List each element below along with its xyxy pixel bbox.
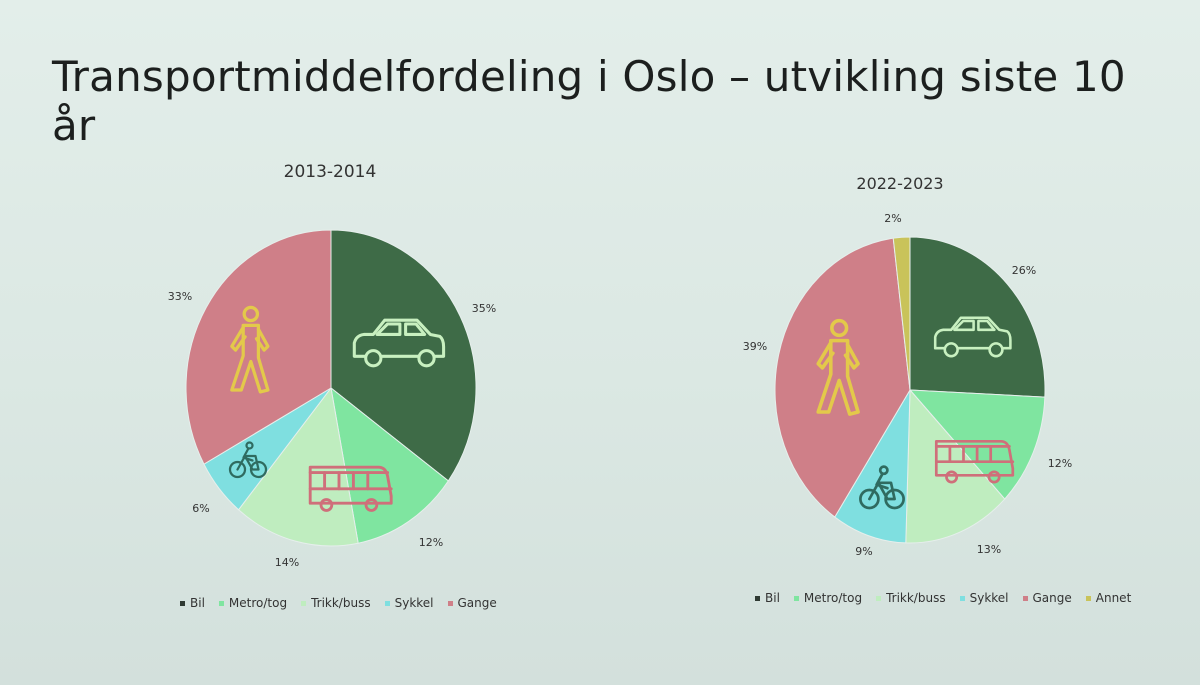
legend-2022-2023: Bil Metro/tog Trikk/buss Sykkel Gange Annet bbox=[755, 591, 1131, 605]
legend-swatch bbox=[218, 600, 224, 606]
legend-label: Bil bbox=[190, 596, 205, 610]
legend-item-sykkel: Sykkel bbox=[384, 596, 434, 610]
legend-item-gange: Gange bbox=[1022, 591, 1072, 605]
legend-item-bil: Bil bbox=[180, 596, 205, 610]
slice-label-sykkel: 9% bbox=[855, 545, 872, 558]
legend-item-trikk-buss: Trikk/buss bbox=[876, 591, 946, 605]
slice-label-metro-tog: 12% bbox=[419, 536, 443, 549]
legend-label: Trikk/buss bbox=[886, 591, 946, 605]
legend-label: Metro/tog bbox=[228, 596, 288, 610]
legend-swatch bbox=[793, 595, 799, 601]
pie-slice-gange bbox=[774, 237, 911, 518]
legend-label: Gange bbox=[1032, 591, 1072, 605]
pie-chart-2022-2023: 26% 12% 13% 9% 39% 2% bbox=[743, 212, 1072, 558]
legend-label: Sykkel bbox=[969, 591, 1009, 605]
legend-swatch bbox=[384, 600, 390, 606]
slide-title: Transportmiddelfordeling i Oslo – utvikl… bbox=[52, 52, 1126, 150]
pie-slice-sykkel bbox=[834, 388, 911, 544]
bus-icon bbox=[934, 439, 1015, 484]
legend-swatch bbox=[180, 600, 185, 606]
legend-item-gange: Gange bbox=[447, 596, 497, 610]
slice-label-gange: 39% bbox=[743, 340, 767, 353]
slice-label-gange: 33% bbox=[168, 290, 192, 303]
legend-label: Annet bbox=[1095, 591, 1132, 605]
pie-slice-annet bbox=[892, 236, 911, 391]
pie-slice-metro-tog bbox=[908, 389, 1046, 500]
legend-item-bil: Bil bbox=[755, 591, 780, 605]
chart-title-2013-2014: 2013-2014 bbox=[283, 162, 377, 182]
legend-swatch bbox=[447, 600, 453, 606]
slice-label-trikk-buss: 14% bbox=[275, 556, 299, 569]
legend-label: Sykkel bbox=[394, 596, 434, 610]
legend-swatch bbox=[959, 595, 965, 601]
bicycle-icon bbox=[228, 441, 268, 479]
legend-swatch bbox=[876, 595, 882, 601]
legend-item-metro-tog: Metro/tog bbox=[793, 591, 863, 605]
legend-swatch bbox=[755, 595, 760, 601]
legend-swatch bbox=[301, 600, 307, 606]
car-icon bbox=[352, 318, 446, 368]
legend-label: Gange bbox=[457, 596, 497, 610]
legend-label: Bil bbox=[765, 591, 780, 605]
slice-label-bil: 26% bbox=[1012, 264, 1036, 277]
legend-swatch bbox=[1022, 595, 1028, 601]
bus-icon bbox=[308, 465, 393, 512]
legend-2013-2014: Bil Metro/tog Trikk/buss Sykkel Gange bbox=[180, 596, 497, 610]
legend-swatch bbox=[1085, 595, 1091, 601]
legend-label: Metro/tog bbox=[803, 591, 863, 605]
slice-label-bil: 35% bbox=[472, 302, 496, 315]
walking-person-icon bbox=[816, 318, 860, 416]
slice-label-sykkel: 6% bbox=[192, 502, 209, 515]
chart-title-2022-2023: 2022-2023 bbox=[856, 174, 944, 193]
slice-label-metro-tog: 12% bbox=[1048, 457, 1072, 470]
legend-item-metro-tog: Metro/tog bbox=[218, 596, 288, 610]
pie-slice-trikk-buss bbox=[237, 386, 359, 547]
legend-label: Trikk/buss bbox=[311, 596, 371, 610]
legend-item-sykkel: Sykkel bbox=[959, 591, 1009, 605]
slice-label-trikk-buss: 13% bbox=[977, 543, 1001, 556]
legend-item-trikk-buss: Trikk/buss bbox=[301, 596, 371, 610]
legend-item-annet: Annet bbox=[1085, 591, 1132, 605]
pie-slice-trikk-buss bbox=[905, 388, 1006, 544]
pie-chart-2013-2014: 35% 12% 14% 6% 33% bbox=[168, 229, 496, 569]
bicycle-icon bbox=[859, 465, 905, 510]
walking-person-icon bbox=[230, 305, 270, 394]
slice-label-annet: 2% bbox=[884, 212, 901, 225]
car-icon bbox=[933, 316, 1012, 358]
